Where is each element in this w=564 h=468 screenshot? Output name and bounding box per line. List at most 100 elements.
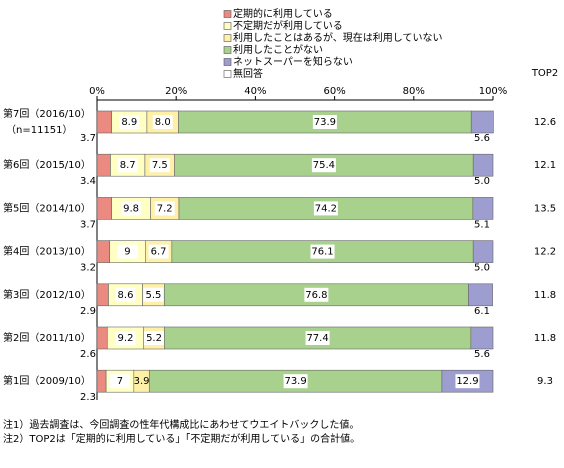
n-label: （n=11151） — [6, 124, 73, 136]
label-box — [119, 115, 140, 129]
value-label: 7.2 — [157, 203, 173, 214]
label-box — [149, 158, 170, 173]
label-box — [304, 287, 329, 302]
top2-value: 11.8 — [534, 290, 556, 301]
label-box — [154, 201, 175, 216]
top2-value: 12.6 — [534, 117, 556, 128]
top2-value: 12.1 — [534, 160, 556, 171]
bar-segment — [96, 110, 112, 134]
category-label: 第6回（2015/10） — [3, 158, 91, 171]
value-label: 9.2 — [118, 333, 134, 344]
category-label: 第2回（2011/10） — [3, 331, 91, 344]
bar-segment — [96, 153, 111, 177]
bar-segment — [96, 283, 109, 307]
label-box — [109, 374, 130, 389]
value-label: 5.5 — [145, 290, 161, 301]
category-label: 第7回（2016/10） — [3, 107, 91, 120]
value-label: 2.6 — [80, 349, 96, 360]
value-label: 73.9 — [314, 117, 336, 128]
value-label: 76.1 — [311, 247, 333, 258]
top2-value: 12.2 — [534, 247, 556, 258]
value-label: 8.0 — [155, 117, 171, 128]
value-label: 9 — [124, 247, 130, 258]
x-tick-label: 40% — [244, 86, 266, 97]
value-label: 5.0 — [474, 176, 490, 187]
label-box — [144, 331, 165, 345]
value-label: 9.8 — [123, 203, 139, 214]
legend-swatch — [223, 22, 232, 30]
category-label: 第4回（2013/10） — [3, 245, 91, 258]
bar-segment — [472, 197, 494, 220]
bar-segment — [96, 240, 110, 263]
x-tick-label: 60% — [323, 86, 345, 97]
top2-value: 9.3 — [537, 376, 553, 387]
label-box — [311, 158, 336, 173]
value-label: 75.4 — [313, 160, 335, 171]
value-label: 76.8 — [305, 290, 327, 301]
label-box — [310, 244, 335, 259]
label-box — [148, 244, 169, 259]
legend-label: 無回答 — [233, 67, 263, 80]
note: 注2）TOP2は「定期的に利用している」「不定期だが利用している」の合計値。 — [3, 432, 360, 445]
label-box — [305, 331, 330, 345]
x-tick-label: 80% — [403, 86, 425, 97]
top2-value: 13.5 — [534, 203, 556, 214]
category-label: 第1回（2009/10） — [3, 374, 91, 387]
value-label: 3.9 — [134, 376, 150, 387]
x-tick-label: 20% — [165, 86, 187, 97]
value-label: 5.2 — [146, 333, 162, 344]
legend-swatch — [223, 10, 232, 18]
label-box — [283, 374, 308, 389]
label-box — [117, 158, 138, 173]
legend-label: 不定期だが利用している — [233, 19, 343, 32]
value-label: 3.7 — [80, 133, 96, 144]
label-box — [115, 331, 136, 345]
legend-swatch — [223, 58, 232, 66]
label-box — [115, 287, 136, 302]
bar-segment — [96, 369, 107, 393]
bar-segment — [470, 326, 494, 350]
label-box — [455, 374, 480, 389]
value-label: 73.9 — [284, 376, 306, 387]
top2-value: 11.8 — [534, 333, 556, 344]
label-box — [152, 115, 173, 129]
legend-label: ネットスーパーを知らない — [233, 55, 353, 68]
note: 注1）過去調査は、今回調査の性年代構成比にあわせてウエイトバックした値。 — [3, 418, 359, 431]
value-label: 3.7 — [80, 219, 96, 230]
legend-label: 定期的に利用している — [233, 7, 333, 20]
legend-label: 利用したことはあるが、現在は利用していない — [233, 31, 443, 44]
bar-segment — [472, 240, 494, 263]
label-box — [121, 201, 142, 216]
value-label: 7.5 — [152, 160, 168, 171]
legend-swatch — [223, 34, 232, 42]
label-box — [143, 287, 164, 302]
value-label: 7 — [117, 376, 123, 387]
value-label: 6.7 — [151, 247, 167, 258]
bar-segment — [470, 110, 494, 134]
value-label: 77.4 — [306, 333, 328, 344]
bar-segment — [96, 326, 108, 350]
value-label: 12.9 — [456, 376, 478, 387]
value-label: 74.2 — [315, 203, 337, 214]
value-label: 8.7 — [120, 160, 136, 171]
label-box — [312, 115, 337, 129]
value-label: 3.2 — [80, 263, 96, 274]
top2-header: TOP2 — [531, 68, 558, 79]
x-tick-label: 100% — [479, 86, 508, 97]
bar-segment — [472, 153, 494, 177]
value-label: 8.6 — [118, 290, 134, 301]
bar-segment — [468, 283, 493, 307]
value-label: 5.6 — [474, 349, 490, 360]
category-label: 第5回（2014/10） — [3, 201, 91, 214]
legend-swatch — [223, 46, 232, 54]
label-box — [313, 201, 338, 216]
value-label: 2.9 — [80, 306, 96, 317]
x-tick-label: 0% — [89, 86, 105, 97]
bar-segment — [96, 197, 112, 220]
legend-label: 利用したことがない — [233, 43, 323, 56]
value-label: 8.9 — [121, 117, 137, 128]
value-label: 5.1 — [474, 219, 490, 230]
category-label: 第3回（2012/10） — [3, 288, 91, 301]
value-label: 5.0 — [474, 263, 490, 274]
